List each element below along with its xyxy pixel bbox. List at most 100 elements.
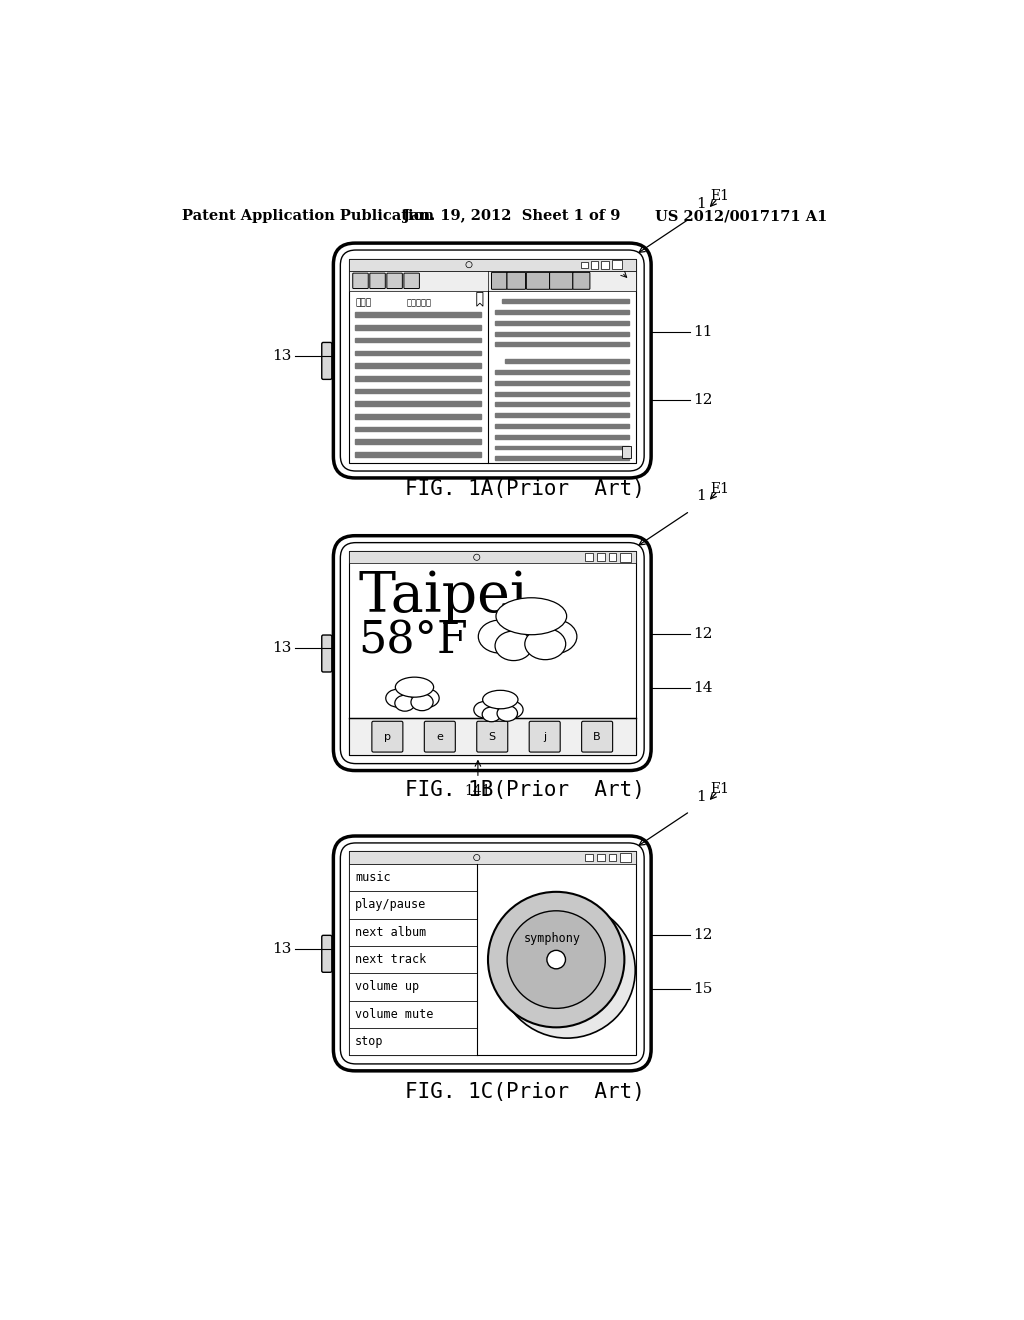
Bar (355, 313, 480, 317)
FancyBboxPatch shape (572, 272, 590, 289)
FancyBboxPatch shape (334, 836, 651, 1071)
FancyBboxPatch shape (477, 721, 508, 752)
Bar (495, 434, 630, 438)
Text: E1: E1 (710, 189, 729, 203)
Bar (622, 446, 631, 458)
Circle shape (547, 950, 565, 969)
Text: j: j (543, 731, 546, 742)
Ellipse shape (524, 628, 565, 660)
Text: 著・修德夏: 著・修德夏 (407, 298, 432, 308)
Ellipse shape (478, 620, 523, 653)
Bar (495, 446, 630, 449)
FancyBboxPatch shape (424, 721, 456, 752)
Bar (355, 363, 480, 368)
Bar (621, 553, 631, 562)
Bar (612, 260, 622, 269)
FancyBboxPatch shape (387, 273, 402, 289)
Bar (621, 853, 631, 862)
Ellipse shape (528, 619, 577, 655)
Ellipse shape (482, 690, 518, 709)
Text: symphony: symphony (524, 932, 581, 945)
Bar (355, 440, 480, 444)
Bar (355, 325, 480, 330)
FancyBboxPatch shape (322, 342, 332, 379)
Polygon shape (477, 293, 483, 306)
Bar (495, 310, 630, 314)
Bar (597, 854, 604, 862)
Bar (349, 946, 477, 973)
Text: FIG. 1A(Prior  Art): FIG. 1A(Prior Art) (404, 479, 645, 499)
FancyBboxPatch shape (352, 273, 369, 289)
Bar (355, 351, 480, 355)
Bar (349, 259, 636, 271)
Ellipse shape (483, 694, 513, 714)
FancyBboxPatch shape (403, 273, 420, 289)
Text: e: e (436, 731, 443, 742)
Bar (495, 457, 630, 461)
Text: 58°F: 58°F (358, 619, 468, 663)
FancyBboxPatch shape (582, 721, 612, 752)
Ellipse shape (474, 701, 496, 718)
Bar (349, 891, 477, 919)
Text: Jan. 19, 2012  Sheet 1 of 9: Jan. 19, 2012 Sheet 1 of 9 (403, 209, 621, 223)
Bar (349, 863, 477, 891)
Ellipse shape (497, 706, 517, 721)
Bar (608, 553, 616, 561)
Ellipse shape (482, 708, 501, 722)
Text: 141: 141 (465, 784, 492, 799)
Circle shape (507, 911, 605, 1008)
Ellipse shape (497, 605, 556, 645)
Bar (349, 851, 636, 1056)
Text: 11: 11 (693, 325, 713, 339)
Bar (355, 453, 480, 457)
Bar (349, 1028, 477, 1056)
Text: 13: 13 (272, 941, 292, 956)
Bar (355, 426, 480, 432)
Bar (582, 261, 588, 268)
Bar (586, 854, 593, 862)
Text: stop: stop (355, 1035, 384, 1048)
Text: volume up: volume up (355, 981, 419, 994)
Ellipse shape (499, 701, 523, 718)
Bar (355, 388, 480, 393)
Bar (349, 919, 477, 946)
Bar (355, 414, 480, 418)
Bar (495, 342, 630, 346)
FancyBboxPatch shape (550, 272, 572, 289)
Bar (495, 403, 630, 407)
Bar (349, 552, 636, 755)
Bar (503, 300, 630, 304)
Text: FIG. 1B(Prior  Art): FIG. 1B(Prior Art) (404, 780, 645, 800)
Bar (349, 851, 636, 863)
Text: E1: E1 (710, 781, 729, 796)
Text: 1: 1 (696, 197, 706, 211)
Bar (495, 331, 630, 335)
Circle shape (499, 903, 635, 1038)
FancyBboxPatch shape (322, 635, 332, 672)
Text: 12: 12 (693, 928, 713, 941)
Ellipse shape (396, 681, 428, 704)
Bar (349, 552, 636, 564)
Text: volume mute: volume mute (355, 1008, 433, 1020)
FancyBboxPatch shape (334, 243, 651, 478)
Text: E1: E1 (710, 482, 729, 496)
Bar (608, 854, 616, 862)
Bar (597, 553, 604, 561)
Ellipse shape (395, 696, 415, 711)
FancyBboxPatch shape (370, 273, 385, 289)
Bar (495, 370, 630, 374)
Bar (355, 338, 480, 342)
FancyBboxPatch shape (492, 272, 507, 289)
Bar (601, 261, 608, 268)
Text: next album: next album (355, 925, 426, 939)
Text: B: B (593, 731, 601, 742)
Text: 15: 15 (693, 982, 713, 995)
FancyBboxPatch shape (322, 936, 332, 973)
Bar (495, 381, 630, 385)
Text: 小玉子: 小玉子 (355, 298, 372, 308)
FancyBboxPatch shape (334, 536, 651, 771)
FancyBboxPatch shape (507, 272, 525, 289)
FancyBboxPatch shape (372, 721, 402, 752)
Bar (506, 359, 630, 363)
Ellipse shape (411, 694, 433, 710)
